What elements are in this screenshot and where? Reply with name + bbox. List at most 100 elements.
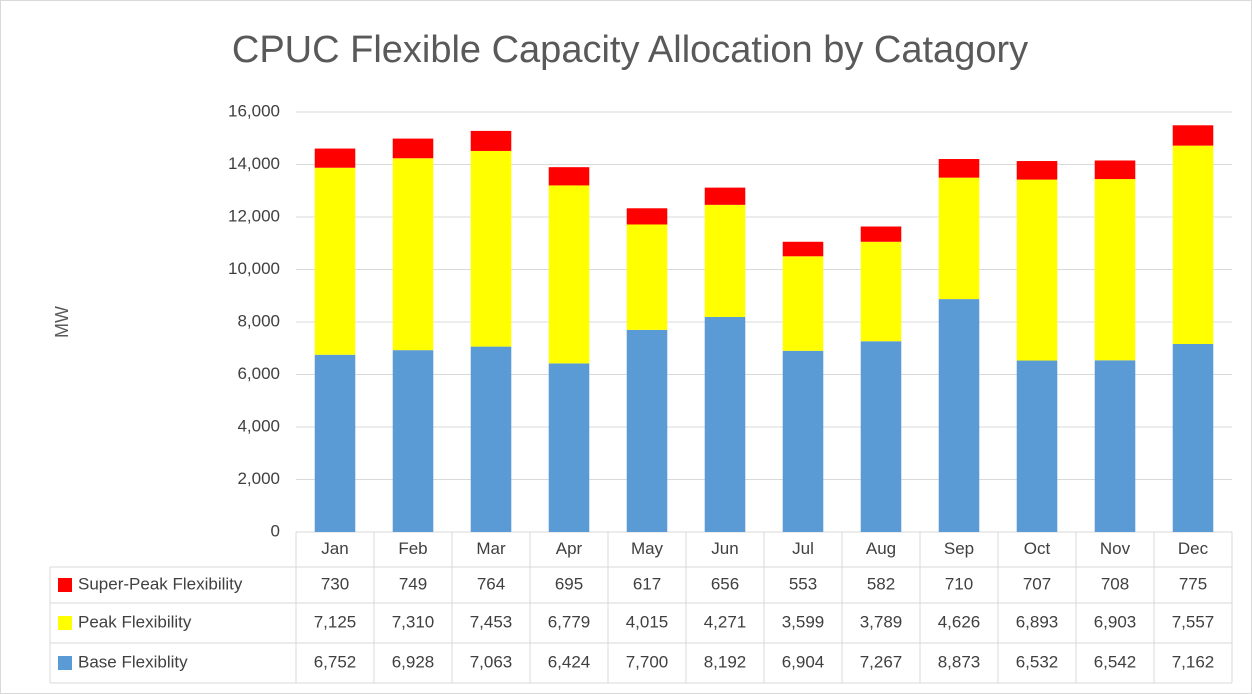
bar-segment <box>626 208 668 225</box>
table-cell: 4,626 <box>938 612 981 631</box>
bar-segment <box>860 241 902 342</box>
bar-segment <box>314 148 356 168</box>
y-tick-label: 8,000 <box>237 311 280 330</box>
table-cell: 708 <box>1101 574 1129 593</box>
table-cell: 6,903 <box>1094 612 1137 631</box>
x-tick-label: Apr <box>556 539 583 558</box>
x-tick-label: Nov <box>1100 539 1131 558</box>
y-tick-label: 12,000 <box>228 206 280 225</box>
table-cell: 7,162 <box>1172 652 1215 671</box>
bar-segment <box>1016 360 1058 532</box>
table-cell: 6,928 <box>392 652 435 671</box>
table-cell: 707 <box>1023 574 1051 593</box>
x-tick-label: Mar <box>476 539 506 558</box>
table-cell: 6,424 <box>548 652 591 671</box>
bar-segment <box>704 316 746 532</box>
table-cell: 617 <box>633 574 661 593</box>
table-cell: 7,267 <box>860 652 903 671</box>
table-cell: 6,893 <box>1016 612 1059 631</box>
bar-segment <box>782 256 824 351</box>
bar-segment <box>1094 360 1136 532</box>
x-tick-label: May <box>631 539 664 558</box>
chart-title: CPUC Flexible Capacity Allocation by Cat… <box>232 29 1028 71</box>
table-cell: 695 <box>555 574 583 593</box>
y-tick-label: 0 <box>271 521 280 540</box>
table-cell: 775 <box>1179 574 1207 593</box>
x-tick-label: Jul <box>792 539 814 558</box>
bar-segment <box>626 329 668 532</box>
y-tick-label: 16,000 <box>228 101 280 120</box>
x-tick-label: Dec <box>1178 539 1209 558</box>
bar-segment <box>392 158 434 351</box>
y-tick-label: 2,000 <box>237 469 280 488</box>
bar-segment <box>314 167 356 355</box>
x-tick-label: Sep <box>944 539 974 558</box>
table-cell: 7,453 <box>470 612 513 631</box>
bar-segment <box>1094 160 1136 180</box>
bar-segment <box>704 204 746 317</box>
bar-segment <box>548 185 590 364</box>
bar-segment <box>860 226 902 242</box>
bar-segment <box>1172 145 1214 344</box>
bar-segment <box>1172 343 1214 532</box>
table-cell: 553 <box>789 574 817 593</box>
bar-segment <box>782 350 824 532</box>
bar-segment <box>470 130 512 151</box>
y-tick-label: 4,000 <box>237 416 280 435</box>
bar-segment <box>938 177 980 300</box>
y-tick-label: 14,000 <box>228 154 280 173</box>
table-cell: 7,063 <box>470 652 513 671</box>
table-cell: 730 <box>321 574 349 593</box>
table-cell: 8,873 <box>938 652 981 671</box>
bar-segment <box>938 159 980 178</box>
bar-segment <box>704 187 746 205</box>
bar-segment <box>1016 161 1058 180</box>
bar-segment <box>1172 125 1214 146</box>
bar-segment <box>548 167 590 186</box>
bar-segment <box>938 299 980 532</box>
bar-segment <box>860 341 902 532</box>
bar-segment <box>392 350 434 532</box>
bar-segment <box>470 150 512 347</box>
y-tick-label: 10,000 <box>228 259 280 278</box>
bar-segment <box>626 224 668 330</box>
table-cell: 4,015 <box>626 612 669 631</box>
table-cell: 582 <box>867 574 895 593</box>
bar-segment <box>1016 179 1058 361</box>
table-cell: 7,125 <box>314 612 357 631</box>
bar-segment <box>314 354 356 532</box>
y-axis-label: MW <box>52 306 72 338</box>
x-tick-label: Oct <box>1024 539 1051 558</box>
bar-segment <box>392 138 434 159</box>
legend-label: Peak Flexibility <box>78 612 192 631</box>
y-tick-label: 6,000 <box>237 364 280 383</box>
bar-segment <box>1094 179 1136 361</box>
legend-label: Super-Peak Flexibility <box>78 574 243 593</box>
x-tick-label: Aug <box>866 539 896 558</box>
table-cell: 6,542 <box>1094 652 1137 671</box>
x-tick-label: Jun <box>711 539 738 558</box>
table-cell: 6,904 <box>782 652 825 671</box>
bar-segment <box>782 241 824 257</box>
legend-swatch <box>58 616 72 630</box>
table-cell: 7,310 <box>392 612 435 631</box>
table-cell: 764 <box>477 574 505 593</box>
table-cell: 8,192 <box>704 652 747 671</box>
table-cell: 7,700 <box>626 652 669 671</box>
table-cell: 6,779 <box>548 612 591 631</box>
legend-swatch <box>58 656 72 670</box>
table-cell: 3,599 <box>782 612 825 631</box>
table-cell: 6,532 <box>1016 652 1059 671</box>
x-tick-label: Feb <box>398 539 427 558</box>
table-cell: 6,752 <box>314 652 357 671</box>
bar-segment <box>470 346 512 532</box>
bar-segment <box>548 363 590 532</box>
table-cell: 656 <box>711 574 739 593</box>
table-cell: 7,557 <box>1172 612 1215 631</box>
legend-label: Base Flexiblity <box>78 652 188 671</box>
legend-swatch <box>58 578 72 592</box>
table-cell: 3,789 <box>860 612 903 631</box>
table-cell: 710 <box>945 574 973 593</box>
